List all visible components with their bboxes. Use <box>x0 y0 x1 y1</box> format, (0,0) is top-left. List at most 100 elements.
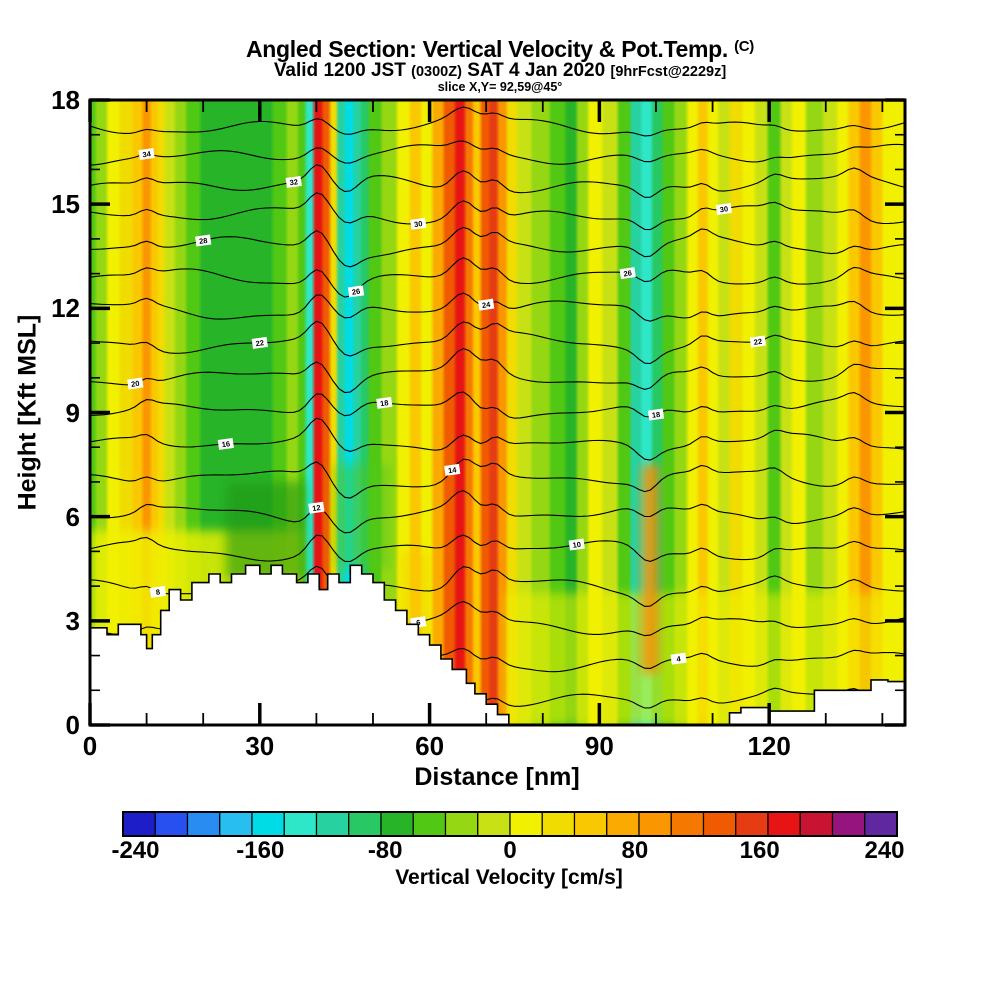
contour-line <box>90 534 905 563</box>
colorbar-segment <box>799 811 834 837</box>
colorbar-segment <box>864 811 898 837</box>
contour-line <box>90 257 905 298</box>
colorbar-tick-label: -160 <box>236 837 284 864</box>
slice-info: slice X,Y= 92,59@45° <box>437 80 563 94</box>
x-tick-label: 120 <box>747 731 791 761</box>
colorbar-segment <box>670 811 705 837</box>
colorbar-border <box>122 811 898 837</box>
contour-label: 18 <box>647 408 665 421</box>
colorbar-segment <box>283 811 318 837</box>
plot-title: Angled Section: Vertical Velocity & Pot.… <box>0 36 1000 63</box>
plot-subtitle: Valid 1200 JST (0300Z) SAT 4 Jan 2020 [9… <box>0 60 1000 82</box>
contour-line <box>90 140 905 166</box>
colorbar-segment <box>541 811 576 837</box>
contour-label: 22 <box>749 335 766 348</box>
contour-label-text: 6 <box>416 618 421 627</box>
contour-label: 24 <box>478 298 495 311</box>
plot-title-units: (C) <box>734 38 754 55</box>
contour-label-bg <box>217 437 234 450</box>
contour-label-text: 4 <box>676 654 682 664</box>
colorbar-segment <box>348 811 382 837</box>
colorbar-segment <box>251 811 285 837</box>
contour-label-bg <box>376 396 393 409</box>
y-tick-label: 0 <box>65 710 80 740</box>
y-tick-label: 6 <box>65 501 80 532</box>
contour-label: 34 <box>138 148 155 161</box>
contour-label-text: 22 <box>753 337 763 347</box>
plot-interior: 34 32 30 30 28 26 26 24 22 22 20 18 18 16 14 12 10 8 6 4 <box>90 100 905 725</box>
contour-label-bg <box>647 408 665 421</box>
contour-label-text: 18 <box>651 410 661 420</box>
colorbar-segment <box>573 811 608 837</box>
contour-label-bg <box>619 267 636 280</box>
colorbar-segment <box>412 811 447 837</box>
velocity-patch <box>641 464 659 673</box>
contour-line <box>90 164 905 198</box>
contour-label-bg <box>138 148 155 161</box>
contour-label-bg <box>670 652 687 665</box>
contour-line <box>90 348 905 394</box>
contour-label: 4 <box>670 652 687 665</box>
contour-label-text: 14 <box>448 465 458 475</box>
contour-label-bg <box>127 377 144 390</box>
x-axis-title: Distance [nm] <box>414 763 580 791</box>
colorbar-segment <box>638 811 672 837</box>
x-tick-label: 60 <box>415 731 445 761</box>
colorbar: -240 -160 -80 0 80 160 240 <box>111 811 905 864</box>
contour-label: 32 <box>285 175 302 188</box>
contour-label-text: 32 <box>289 177 299 187</box>
contour-label-text: 12 <box>312 503 322 513</box>
colorbar-segment <box>122 811 156 837</box>
velocity-patch <box>333 464 390 569</box>
colorbar-segment <box>154 811 189 837</box>
contour-label: 12 <box>308 501 325 514</box>
y-tick-label: 9 <box>65 397 80 428</box>
contour-label-bg <box>568 538 585 551</box>
contour-label: 16 <box>217 437 234 450</box>
colorbar-segment <box>735 811 769 837</box>
contour-label-text: 28 <box>198 236 208 246</box>
valid-time: Valid 1200 JST <box>273 60 406 81</box>
contour-label-bg <box>195 234 212 247</box>
colorbar-tick-label: 0 <box>503 837 516 864</box>
contour-label-bg <box>478 298 495 311</box>
y-tick-label: 15 <box>51 189 80 220</box>
colorbar-tick-label: -80 <box>368 837 403 864</box>
contour-line <box>90 106 905 137</box>
y-tick-label: 18 <box>51 85 80 115</box>
contour-label-bg <box>749 335 766 348</box>
contour-label: 14 <box>444 463 461 476</box>
contour-label-bg <box>149 585 167 598</box>
contour-label-text: 24 <box>481 300 491 310</box>
x-tick-label: 0 <box>82 731 98 761</box>
contour-label: 22 <box>251 336 268 349</box>
contour-line <box>90 391 905 419</box>
colorbar-segment <box>380 811 414 837</box>
x-tick-label: 90 <box>584 731 614 761</box>
contour-label-text: 16 <box>221 439 231 449</box>
axis-ticks <box>88 98 905 727</box>
contour-line <box>90 458 905 499</box>
contour-label-bg <box>308 501 325 514</box>
x-tick-label: 30 <box>245 731 275 761</box>
colorbar-segment <box>509 811 543 837</box>
colorbar-segment <box>219 811 253 837</box>
contour-label-text: 22 <box>255 338 265 348</box>
colorbar-segment <box>315 811 350 837</box>
contour-label: 26 <box>347 285 365 298</box>
y-tick-label: 12 <box>51 293 80 324</box>
contour-label: 28 <box>195 234 212 247</box>
contour-label-text: 30 <box>414 219 424 229</box>
contour-label: 10 <box>568 538 585 551</box>
contour-label-bg <box>251 336 268 349</box>
y-tick-label: 3 <box>65 605 80 636</box>
contour-label: 26 <box>619 267 636 280</box>
colorbar-segment <box>444 811 479 837</box>
contour-label-text: 34 <box>142 149 152 159</box>
contour-label-text: 30 <box>719 204 729 214</box>
contour-label-text: 20 <box>131 379 141 389</box>
colorbar-segment <box>186 811 221 837</box>
colorbar-tick-label: 80 <box>621 837 648 864</box>
